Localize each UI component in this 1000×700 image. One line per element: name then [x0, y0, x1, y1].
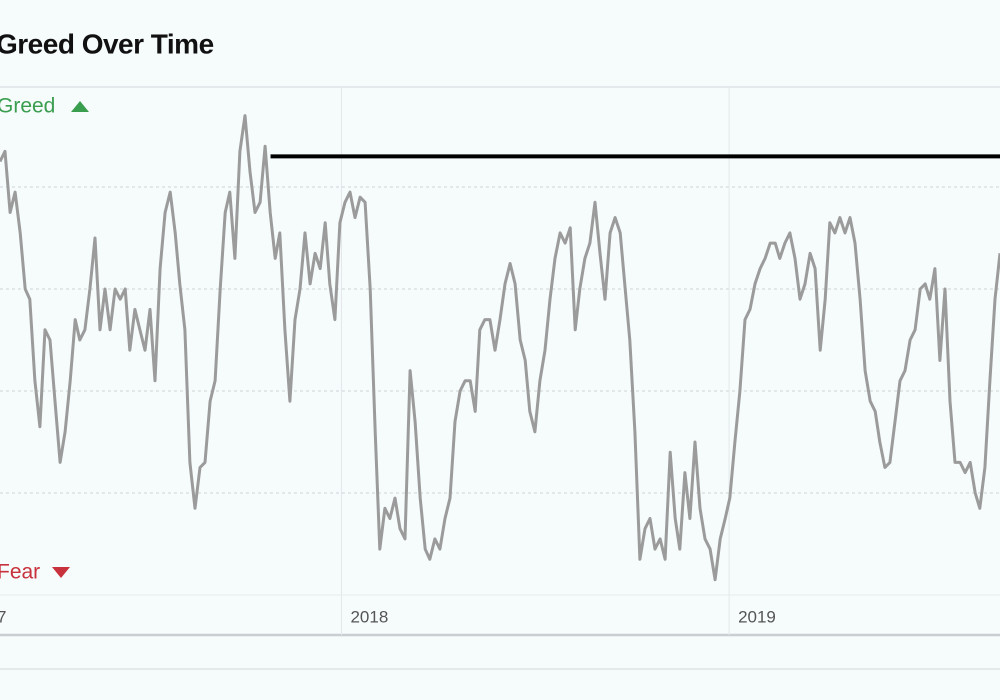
x-tick-label: 7	[0, 607, 6, 626]
greed-label: Greed	[0, 95, 89, 118]
x-tick-label: 2018	[350, 607, 388, 626]
chart-title: Greed Over Time	[0, 28, 214, 59]
up-triangle	[71, 101, 89, 112]
greed-text: Greed	[0, 95, 55, 118]
fear-text: Fear	[0, 561, 40, 584]
x-tick-label: 2019	[738, 607, 776, 626]
down-triangle	[52, 567, 70, 578]
fear-label: Fear	[0, 561, 70, 584]
series-line	[0, 114, 1000, 582]
